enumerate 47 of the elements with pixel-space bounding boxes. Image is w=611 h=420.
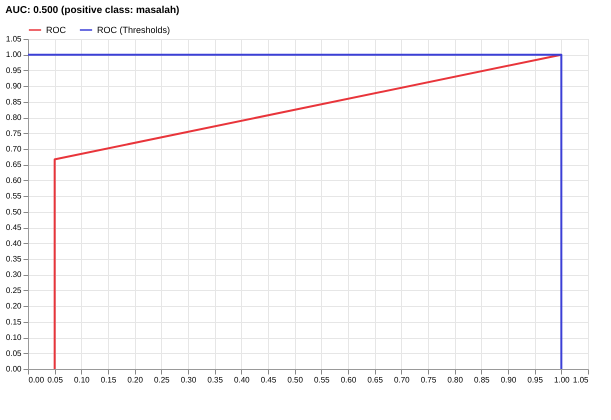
x-tick-label: 0.25 — [154, 376, 170, 384]
x-tick-label: 0.55 — [314, 376, 330, 384]
y-tick-label: 1.00 — [6, 50, 22, 60]
x-tick-label: 0.10 — [74, 376, 90, 384]
x-tick-label: 0.50 — [287, 376, 304, 384]
x-tick-label: 0.75 — [420, 376, 437, 384]
x-tick-label: 0.90 — [500, 376, 517, 384]
x-tick-label: 0.45 — [260, 376, 277, 384]
y-tick-label: 0.85 — [6, 97, 22, 106]
chart-title: AUC: 0.500 (positive class: masalah) — [5, 5, 180, 16]
y-tick-label: 0.55 — [6, 192, 22, 201]
legend-label: ROC (Thresholds) — [97, 25, 170, 35]
y-tick-label: 0.50 — [6, 207, 22, 216]
y-tick-label: 0.20 — [6, 302, 22, 311]
y-tick-label: 0.90 — [6, 82, 22, 91]
x-tick-label: 1.05 — [572, 376, 590, 384]
y-tick-label: 0.70 — [6, 144, 22, 154]
x-tick-label: 1.00 — [554, 376, 570, 384]
x-tick-label: 0.85 — [474, 376, 490, 384]
x-tick-label: 0.15 — [100, 376, 117, 384]
y-tick-label: 0.10 — [6, 333, 22, 342]
y-tick-label: 0.05 — [6, 348, 22, 358]
x-tick-label: 0.80 — [447, 376, 464, 384]
x-tick-label: 0.40 — [234, 376, 250, 384]
y-tick-label: 1.05 — [6, 34, 22, 44]
legend-label: ROC — [46, 25, 66, 35]
x-tick-label: 0.30 — [180, 376, 197, 384]
x-tick-label: 0.05 — [47, 376, 64, 384]
x-tick-label: 0.95 — [527, 376, 544, 384]
y-tick-label: 0.30 — [6, 270, 22, 280]
x-tick-label: 0.00 — [28, 376, 45, 384]
x-tick-label: 0.60 — [340, 376, 357, 384]
y-tick-label: 0.15 — [6, 317, 22, 326]
y-tick-label: 0.00 — [6, 364, 22, 374]
x-tick-label: 0.35 — [207, 376, 224, 384]
y-tick-label: 0.95 — [6, 66, 22, 75]
y-tick-label: 0.60 — [6, 176, 22, 185]
y-tick-label: 0.80 — [6, 113, 22, 122]
y-tick-label: 0.65 — [6, 160, 22, 170]
x-tick-label: 0.70 — [394, 376, 410, 384]
y-tick-label: 0.25 — [6, 286, 22, 295]
x-tick-label: 0.65 — [367, 376, 384, 384]
y-tick-label: 0.40 — [6, 238, 22, 248]
y-tick-label: 0.75 — [6, 128, 22, 138]
y-tick-label: 0.45 — [6, 223, 22, 232]
x-tick-label: 0.20 — [127, 376, 144, 384]
y-tick-label: 0.35 — [6, 254, 22, 264]
